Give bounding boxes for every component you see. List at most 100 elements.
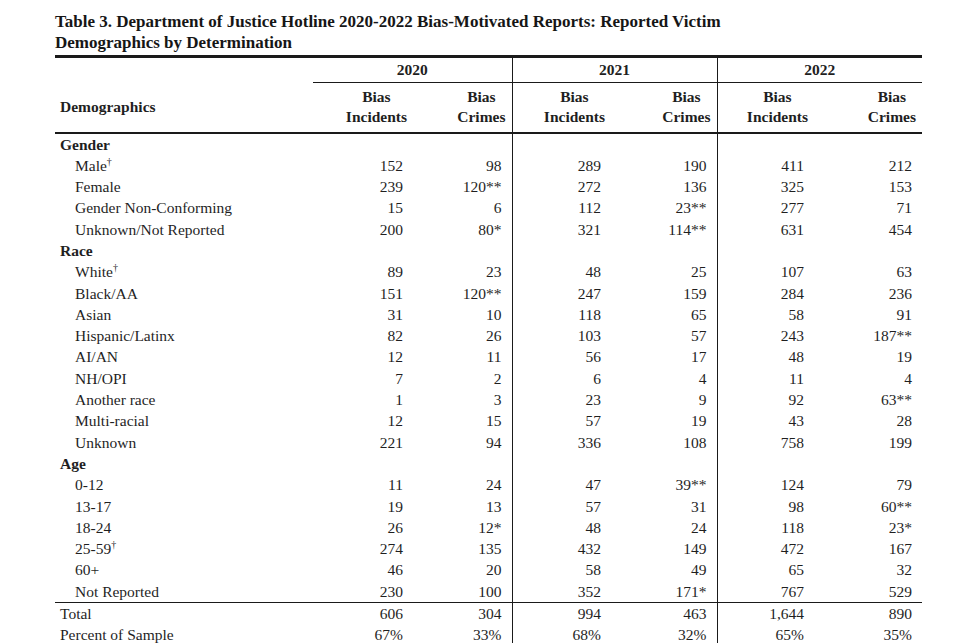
cell-value: 10 <box>413 304 512 325</box>
table-row: Unknown/Not Reported20080*321114**631454 <box>55 219 922 240</box>
dagger-footnote-marker: † <box>113 262 118 273</box>
cell-value: 56 <box>512 346 611 367</box>
cell-value: 94 <box>413 432 512 453</box>
cell-value: 12 <box>313 410 413 431</box>
col-header-2021-bias-crimes: Bias Crimes <box>611 82 717 133</box>
cell-value: 890 <box>814 603 922 625</box>
cell-value: 43 <box>717 410 814 431</box>
cell-value: 23** <box>611 197 717 218</box>
row-label: Black/AA <box>55 283 313 304</box>
cell-value: 26 <box>313 517 413 538</box>
cell-value: 239 <box>313 176 413 197</box>
cell-value: 98 <box>413 155 512 176</box>
cell-value: 82 <box>313 325 413 346</box>
table-row: 0-1211244739**12479 <box>55 474 922 495</box>
cell-value: 28 <box>814 410 922 431</box>
cell-value: 454 <box>814 219 922 240</box>
row-label: 0-12 <box>55 474 313 495</box>
cell-value: 9 <box>611 389 717 410</box>
cell-value <box>717 453 814 474</box>
cell-value: 336 <box>512 432 611 453</box>
table-row: Not Reported230100352171*767529 <box>55 581 922 603</box>
row-label: Not Reported <box>55 581 313 603</box>
cell-value: 1 <box>313 389 413 410</box>
col-header-2020-bias-incidents: BiasIncidents <box>313 82 413 133</box>
cell-value: 58 <box>512 559 611 580</box>
cell-value: 758 <box>717 432 814 453</box>
cell-value: 103 <box>512 325 611 346</box>
row-label: Female <box>55 176 313 197</box>
cell-value: 124 <box>717 474 814 495</box>
cell-value: 236 <box>814 283 922 304</box>
summary-row: Total6063049944631,644890 <box>55 603 922 625</box>
table-row: White†8923482510763 <box>55 261 922 282</box>
cell-value: 65 <box>717 559 814 580</box>
col-header-line: Crimes <box>662 108 710 125</box>
cell-value: 19 <box>611 410 717 431</box>
row-label: 13-17 <box>55 496 313 517</box>
col-header-line: Crimes <box>457 108 505 125</box>
cell-value <box>611 240 717 261</box>
cell-value: 11 <box>313 474 413 495</box>
section-row: Age <box>55 453 922 474</box>
cell-value: 46 <box>313 559 413 580</box>
summary-row: Percent of Sample67%33%68%32%65%35% <box>55 624 922 643</box>
cell-value <box>717 240 814 261</box>
document-page: Table 3. Department of Justice Hotline 2… <box>0 0 980 643</box>
col-header-line: Bias <box>672 88 700 105</box>
cell-value: 67% <box>313 624 413 643</box>
cell-value: 230 <box>313 581 413 603</box>
cell-value: 171* <box>611 581 717 603</box>
cell-value <box>313 453 413 474</box>
cell-value: 112 <box>512 197 611 218</box>
cell-value <box>814 240 922 261</box>
cell-value <box>313 133 413 155</box>
col-header-2022-bias-crimes: BiasCrimes <box>814 82 922 133</box>
cell-value: 49 <box>611 559 717 580</box>
cell-value: 529 <box>814 581 922 603</box>
cell-value <box>413 240 512 261</box>
cell-value: 243 <box>717 325 814 346</box>
cell-value: 25 <box>611 261 717 282</box>
table-row: 25-59†274135432149472167 <box>55 538 922 559</box>
row-label: Percent of Sample <box>55 624 313 643</box>
cell-value: 39** <box>611 474 717 495</box>
cell-value: 11 <box>717 368 814 389</box>
cell-value: 48 <box>717 346 814 367</box>
cell-value: 284 <box>717 283 814 304</box>
col-header-line: Bias <box>362 88 390 105</box>
cell-value: 187** <box>814 325 922 346</box>
cell-value: 631 <box>717 219 814 240</box>
cell-value: 304 <box>413 603 512 625</box>
cell-value: 89 <box>313 261 413 282</box>
demographics-table: 2020 2021 2022 Demographics BiasIncident… <box>55 55 922 643</box>
cell-value: 32 <box>814 559 922 580</box>
cell-value: 23 <box>512 389 611 410</box>
cell-value: 767 <box>717 581 814 603</box>
cell-value: 48 <box>512 517 611 538</box>
year-header-row: 2020 2021 2022 <box>55 57 922 83</box>
cell-value: 411 <box>717 155 814 176</box>
dagger-footnote-marker: † <box>107 156 112 167</box>
cell-value: 4 <box>611 368 717 389</box>
table-row: AI/AN121156174819 <box>55 346 922 367</box>
cell-value: 463 <box>611 603 717 625</box>
cell-value: 31 <box>313 304 413 325</box>
row-label: Gender Non-Conforming <box>55 197 313 218</box>
cell-value: 47 <box>512 474 611 495</box>
row-label: Male† <box>55 155 313 176</box>
cell-value <box>814 133 922 155</box>
cell-value: 13 <box>413 496 512 517</box>
col-header-line: Bias <box>878 88 906 105</box>
cell-value: 32% <box>611 624 717 643</box>
cell-value: 118 <box>717 517 814 538</box>
cell-value: 167 <box>814 538 922 559</box>
cell-value: 71 <box>814 197 922 218</box>
table-row: Another race132399263** <box>55 389 922 410</box>
cell-value: 57 <box>611 325 717 346</box>
cell-value: 472 <box>717 538 814 559</box>
cell-value: 118 <box>512 304 611 325</box>
cell-value: 60** <box>814 496 922 517</box>
dagger-footnote-marker: † <box>111 539 116 550</box>
cell-value: 152 <box>313 155 413 176</box>
